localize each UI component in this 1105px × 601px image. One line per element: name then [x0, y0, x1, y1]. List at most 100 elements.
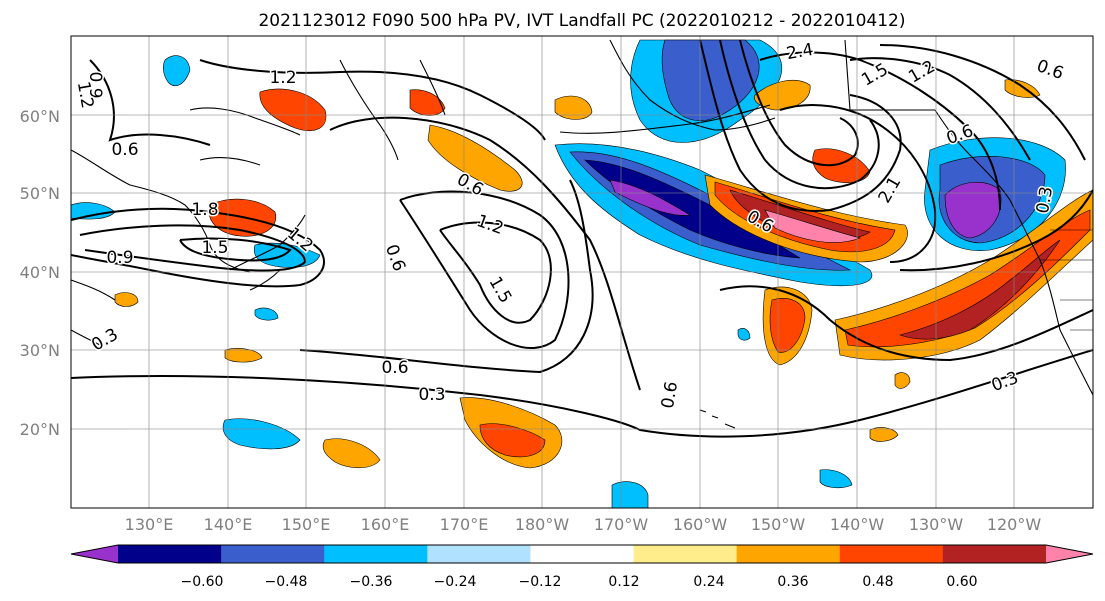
colorbar-segment [633, 545, 738, 563]
pv-contour-label: 0.6 [381, 358, 408, 378]
colorbar-tick-label: 0.48 [862, 574, 893, 590]
pv-contour-1.5-ridge [399, 190, 570, 350]
positive-anomaly-blob-small-2 [224, 348, 263, 363]
pv-contour-1.5-ne [849, 57, 1031, 161]
hawaiian-islands [699, 409, 736, 429]
pv-contour-west-trough-core [179, 237, 292, 262]
colorbar-tick-label: 0.12 [608, 574, 639, 590]
lon-label: 150°E [282, 515, 331, 534]
pv-contour-label: 0.3 [418, 385, 445, 405]
negative-anomaly-nepac-core [584, 159, 801, 259]
colorbar-segment [736, 545, 841, 563]
pv-contour-label: 1.2 [269, 68, 296, 88]
pv-contour-alaska-low [779, 104, 937, 263]
positive-anomaly-blob-central-core [769, 298, 806, 353]
colorbar-tick-label: −0.48 [265, 574, 308, 590]
positive-anomaly-blob-alaska [754, 80, 811, 111]
coastline-okhotsk [189, 107, 301, 166]
lat-label: 40°N [20, 263, 60, 282]
positive-anomaly-blob-kuril [427, 124, 523, 192]
pv-contour-1.2-ridge [439, 221, 552, 324]
colorbar-extend-high [1046, 545, 1093, 563]
colorbar-segment [839, 545, 944, 563]
positive-anomaly-blob-small-3 [869, 427, 899, 442]
coastline-asia [71, 149, 251, 346]
positive-anomaly-blob-subtropic-core [479, 423, 546, 458]
positive-anomaly-blob-bering [554, 95, 593, 120]
colorbar-segment [530, 545, 635, 563]
colorbar-segment [324, 545, 428, 563]
negative-anomaly-blob-hawaii [819, 469, 853, 489]
lon-label: 140°E [204, 515, 253, 534]
lat-label: 50°N [20, 184, 60, 203]
colorbar-extend-low [71, 545, 118, 563]
negative-anomaly-nwcoast-core [944, 181, 1002, 239]
coastline-north-america [934, 109, 1093, 396]
pv-contour-0.9-east [899, 189, 1093, 272]
coastlines [71, 39, 1093, 429]
positive-anomaly-band-peak [764, 209, 861, 243]
latitude-labels: 60°N 50°N 40°N 30°N 20°N [20, 107, 60, 439]
lon-label: 170°W [594, 515, 649, 534]
pv-contour-label: 2.4 [785, 40, 815, 64]
lat-label: 30°N [20, 341, 60, 360]
lon-label: 150°W [751, 515, 806, 534]
pv-contours [71, 39, 1093, 438]
aleutian-islands [559, 104, 771, 134]
pv-contour-label: 1.8 [191, 200, 218, 220]
coastline-kamchatka [339, 59, 446, 161]
colorbar-tick-label: 0.24 [693, 574, 724, 590]
negative-anomaly-blob-small-1 [254, 307, 279, 321]
colorbar-tick-label: −0.60 [181, 574, 224, 590]
pv-contour-label: 1.5 [201, 238, 228, 258]
state-borders [1040, 229, 1093, 331]
figure-title: 2021123012 F090 500 hPa PV, IVT Landfall… [258, 11, 905, 31]
pv-contour-0.6-south [299, 179, 594, 374]
colorbar-segment [942, 545, 1047, 563]
map-panel: 1.20.91.20.60.61.81.50.91.20.60.61.21.50… [70, 35, 1094, 509]
pv-contour-west-trough [71, 207, 325, 288]
colorbar-segment [427, 545, 531, 563]
colorbar-segment [221, 545, 325, 563]
longitude-labels: 130°E 140°E 150°E 160°E 170°E 180°W 170°… [125, 515, 1042, 534]
lon-label: 170°E [440, 515, 489, 534]
colorbar-tick-label: −0.36 [350, 574, 393, 590]
colorbar-tick-label: −0.24 [434, 574, 477, 590]
gridlines [71, 36, 1093, 508]
negative-anomaly-blob-westpac [222, 418, 301, 450]
pv-contour-0.6-east [719, 285, 1093, 362]
pv-contour-alaska-ridge-2 [719, 39, 880, 190]
colorbar-outline [70, 544, 1094, 564]
lon-label: 120°W [987, 515, 1042, 534]
pv-contour-alaska-ridge-1 [699, 39, 902, 212]
pv-contour-0.6-trough [329, 116, 641, 391]
colorbar-tick-label: 0.36 [777, 574, 808, 590]
positive-anomaly-plume-core [898, 239, 1061, 340]
pv-contour-1.2-ne [879, 44, 1086, 161]
colorbar-tick-label: −0.12 [519, 574, 562, 590]
negative-anomaly-nepac-peak [609, 179, 691, 216]
lon-label: 140°W [830, 515, 885, 534]
lat-label: 20°N [20, 420, 60, 439]
lon-label: 180°W [515, 515, 570, 534]
negative-anomaly-blob-small-2 [737, 328, 751, 341]
pv-contour-label: 0.9 [85, 71, 105, 98]
positive-anomaly-blob-okhotsk [409, 89, 446, 116]
colorbar-segment [118, 545, 222, 563]
pv-contour-label: 0.9 [106, 248, 133, 268]
positive-anomaly-blob-small-1 [114, 292, 139, 307]
negative-anomaly-blob-north [163, 55, 191, 86]
colorbar-tick-labels: −0.60 −0.48 −0.36 −0.24 −0.12 0.12 0.24 … [181, 574, 978, 590]
positive-anomaly-blob-small-4 [894, 372, 911, 389]
colorbar [70, 544, 1094, 564]
lon-label: 130°E [125, 515, 174, 534]
pv-contour-north-a [89, 59, 211, 146]
map-frame [70, 35, 1094, 509]
pv-contour-label: 0.6 [111, 140, 138, 160]
lon-label: 160°E [361, 515, 410, 534]
lat-label: 60°N [20, 107, 60, 126]
pv-contour-2.4 [759, 51, 1001, 211]
colorbar-tick-label: 0.60 [946, 574, 977, 590]
positive-anomaly-blob-westpac [322, 438, 381, 469]
